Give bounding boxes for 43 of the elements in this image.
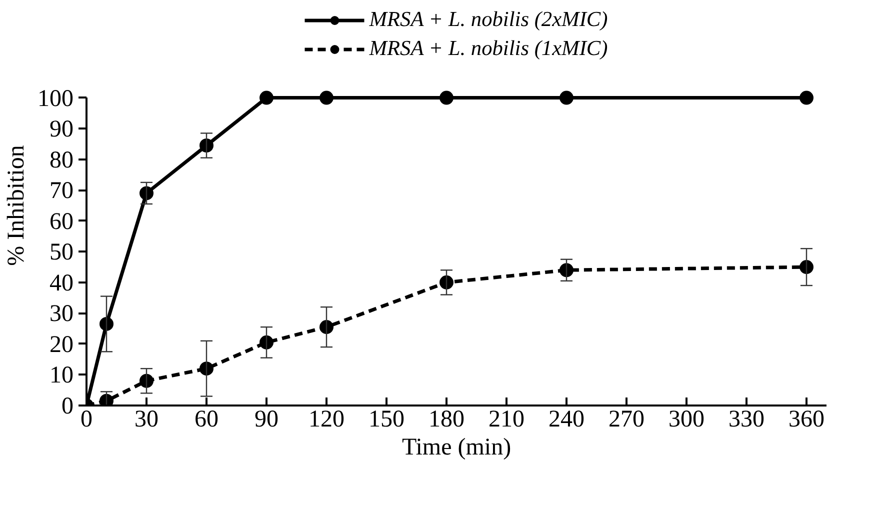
y-tick-label: 50 — [50, 240, 74, 266]
x-tick-label: 60 — [194, 406, 218, 432]
legend-label: MRSA + L. nobilis (2xMIC) — [369, 7, 608, 32]
x-tick-label: 0 — [80, 406, 92, 432]
x-tick-label: 240 — [548, 406, 584, 432]
y-tick-label: 30 — [50, 301, 74, 328]
point — [320, 320, 334, 334]
point — [560, 263, 574, 278]
x-tick-label: 90 — [254, 406, 278, 432]
point — [800, 90, 814, 105]
y-tick-label: 90 — [50, 116, 74, 143]
point — [100, 394, 114, 406]
point — [440, 275, 454, 290]
y-tick-label: 20 — [50, 332, 74, 358]
point — [320, 90, 334, 105]
x-tick-label: 210 — [488, 406, 524, 432]
point — [440, 90, 454, 105]
x-tick-label: 270 — [608, 406, 644, 432]
y-axis-title: % Inhibition — [4, 145, 30, 266]
x-tick-label: 150 — [368, 406, 404, 432]
point — [800, 260, 814, 274]
x-tick-label: 330 — [728, 406, 764, 432]
y-tick-label: 40 — [50, 270, 74, 296]
y-tick-label: 10 — [50, 362, 74, 389]
point — [200, 362, 214, 376]
point — [260, 90, 274, 105]
point — [260, 335, 274, 350]
x-tick-label: 120 — [308, 406, 344, 432]
x-tick-label: 360 — [788, 406, 824, 432]
point — [100, 316, 114, 331]
y-tick-label: 100 — [38, 86, 74, 112]
x-tick-label: 180 — [428, 406, 464, 432]
point — [200, 138, 214, 152]
point — [140, 186, 154, 200]
y-tick-label: 70 — [50, 178, 74, 204]
y-tick-label: 60 — [50, 208, 74, 235]
x-axis-title: Time (min) — [402, 434, 512, 460]
point — [140, 374, 154, 388]
x-tick-label: 300 — [668, 406, 704, 432]
legend-label: MRSA + L. nobilis (1xMIC) — [369, 36, 608, 61]
y-tick-label: 80 — [50, 147, 74, 174]
point — [560, 90, 574, 105]
x-tick-label: 30 — [134, 406, 158, 432]
